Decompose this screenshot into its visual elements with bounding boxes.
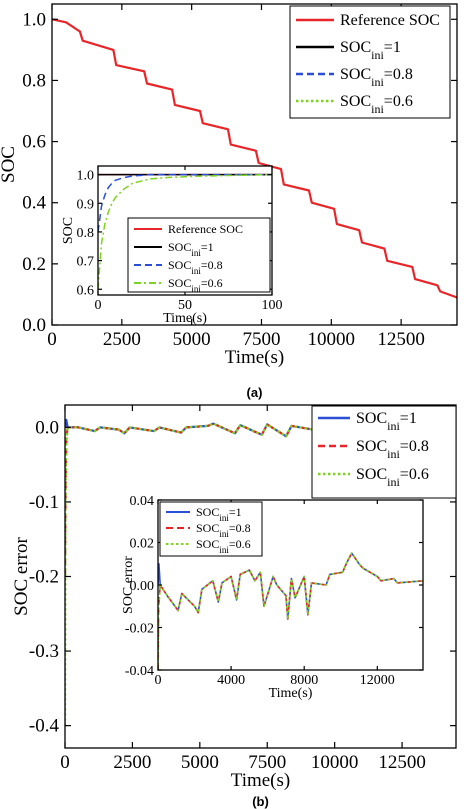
legend-item: Reference SOC bbox=[296, 12, 440, 29]
y-tick-label: -0.02 bbox=[125, 622, 154, 637]
legend-item: SOCini=0.6 bbox=[296, 93, 413, 116]
x-tick-label: 0 bbox=[47, 329, 57, 350]
legend-label: SOCini=0.6 bbox=[340, 93, 413, 116]
series-line-3 bbox=[98, 173, 272, 290]
legend-label: SOCini=0.6 bbox=[356, 466, 429, 489]
legend-item: SOCini=1 bbox=[166, 505, 242, 523]
legend-label: SOCini=0.6 bbox=[196, 537, 251, 555]
y-tick-label: 0.00 bbox=[130, 579, 155, 594]
y-tick-label: -0.2 bbox=[29, 567, 59, 588]
legend-item: Reference SOC bbox=[134, 222, 243, 236]
legend-label: SOCini=0.8 bbox=[168, 258, 223, 276]
legend-item: SOCini=0.8 bbox=[318, 438, 429, 461]
plot-frame bbox=[51, 3, 458, 326]
x-axis-label: Time(s) bbox=[231, 770, 290, 791]
legend-b-main: SOCini=1 SOCini=0.8 SOCini=0.6 bbox=[311, 405, 457, 499]
legend-item: SOCini=0.6 bbox=[318, 466, 429, 489]
legend-label: SOCini=1 bbox=[340, 39, 401, 62]
x-tick-label: 2500 bbox=[113, 752, 151, 773]
legend-item: SOCini=1 bbox=[134, 240, 214, 258]
x-tick-label: 5000 bbox=[181, 752, 219, 773]
panel-label: (a) bbox=[247, 385, 263, 400]
legend-label: SOCini=0.8 bbox=[196, 521, 251, 539]
legend-label: SOCini=0.6 bbox=[168, 276, 223, 294]
x-tick-label: 10000 bbox=[308, 329, 356, 350]
legend-item: SOCini=0.6 bbox=[134, 276, 223, 294]
legend-label: SOCini=1 bbox=[168, 240, 214, 258]
y-axis-label: SOC error bbox=[11, 537, 32, 616]
y-axis-label: SOC bbox=[0, 146, 19, 183]
x-tick-label: 2500 bbox=[103, 329, 141, 350]
legend-item: SOCini=0.8 bbox=[134, 258, 223, 276]
x-tick-label: 50 bbox=[178, 298, 192, 313]
series-group bbox=[158, 552, 423, 670]
legend-item: SOCini=0.6 bbox=[166, 537, 251, 555]
x-tick-label: 0 bbox=[155, 673, 162, 688]
y-tick-label: 0.8 bbox=[22, 70, 46, 91]
x-tick-label: 7500 bbox=[248, 752, 286, 773]
panel-label: (b) bbox=[252, 794, 269, 809]
y-tick-label: -0.04 bbox=[125, 664, 154, 679]
x-tick-label: 10000 bbox=[311, 752, 359, 773]
legend-label: Reference SOC bbox=[340, 12, 440, 29]
y-axis-label: SOC bbox=[61, 217, 76, 244]
y-tick-label: 0.4 bbox=[22, 193, 46, 214]
series-line-2 bbox=[158, 552, 423, 670]
legend-label: Reference SOC bbox=[168, 222, 243, 236]
x-axis-label: Time(s) bbox=[269, 686, 313, 701]
series-line-0 bbox=[52, 18, 457, 299]
x-tick-label: 12500 bbox=[378, 752, 426, 773]
x-tick-label: 100 bbox=[262, 298, 283, 313]
legend-label: SOCini=1 bbox=[196, 505, 242, 523]
y-tick-label: 0.6 bbox=[77, 283, 95, 298]
legend-box bbox=[311, 405, 457, 499]
legend-item: SOCini=1 bbox=[296, 39, 401, 62]
y-tick-label: -0.1 bbox=[29, 492, 59, 513]
legend-a-inset: Reference SOC SOCini=1SOCini=0.8SOCini=0.… bbox=[127, 217, 271, 294]
y-tick-label: 1.0 bbox=[22, 9, 46, 30]
x-tick-label: 0 bbox=[95, 298, 102, 313]
y-tick-label: 0.9 bbox=[77, 197, 95, 212]
y-tick-label: 0.04 bbox=[130, 494, 155, 509]
x-axis-label: Time(s) bbox=[225, 347, 284, 368]
x-tick-label: 4000 bbox=[217, 673, 245, 688]
y-tick-label: 0.7 bbox=[77, 255, 95, 270]
legend-box bbox=[127, 217, 271, 293]
y-tick-label: -0.3 bbox=[29, 641, 59, 662]
x-tick-label: 12500 bbox=[377, 329, 425, 350]
legend-label: SOCini=1 bbox=[356, 410, 417, 433]
y-tick-label: 1.0 bbox=[77, 169, 95, 184]
legend-label: SOCini=0.8 bbox=[340, 66, 413, 89]
legend-item: SOCini=0.8 bbox=[166, 521, 251, 539]
legend-label: SOCini=0.8 bbox=[356, 438, 429, 461]
y-tick-label: 0.0 bbox=[22, 315, 46, 336]
series-group bbox=[98, 173, 272, 290]
y-tick-label: -0.4 bbox=[29, 716, 60, 737]
x-tick-label: 8000 bbox=[290, 673, 318, 688]
series-line-2 bbox=[98, 173, 272, 233]
x-tick-label: 7500 bbox=[242, 329, 280, 350]
legend-a-main: Reference SOC SOCini=1 SOCini=0.8 SOCini=0.… bbox=[289, 5, 451, 119]
x-tick-label: 5000 bbox=[173, 329, 211, 350]
y-axis-label: SOC error bbox=[121, 556, 136, 614]
y-tick-label: 0.8 bbox=[77, 226, 95, 241]
legend-box bbox=[289, 5, 451, 119]
series-group bbox=[52, 18, 457, 299]
legend-item: SOCini=1 bbox=[318, 410, 417, 433]
y-tick-label: 0.02 bbox=[130, 537, 155, 552]
chart-b-inset: 0 4000 8000 12000 0.04 0.02 0.00 -0.02 -0.04 Time… bbox=[121, 494, 424, 701]
x-tick-label: 12000 bbox=[360, 673, 395, 688]
y-tick-label: 0.0 bbox=[35, 417, 59, 438]
y-tick-label: 0.2 bbox=[22, 254, 46, 275]
x-tick-label: 0 bbox=[60, 752, 70, 773]
y-tick-label: 0.6 bbox=[22, 132, 46, 153]
legend-item: SOCini=0.8 bbox=[296, 66, 413, 89]
x-axis-label: Time(s) bbox=[163, 311, 207, 326]
